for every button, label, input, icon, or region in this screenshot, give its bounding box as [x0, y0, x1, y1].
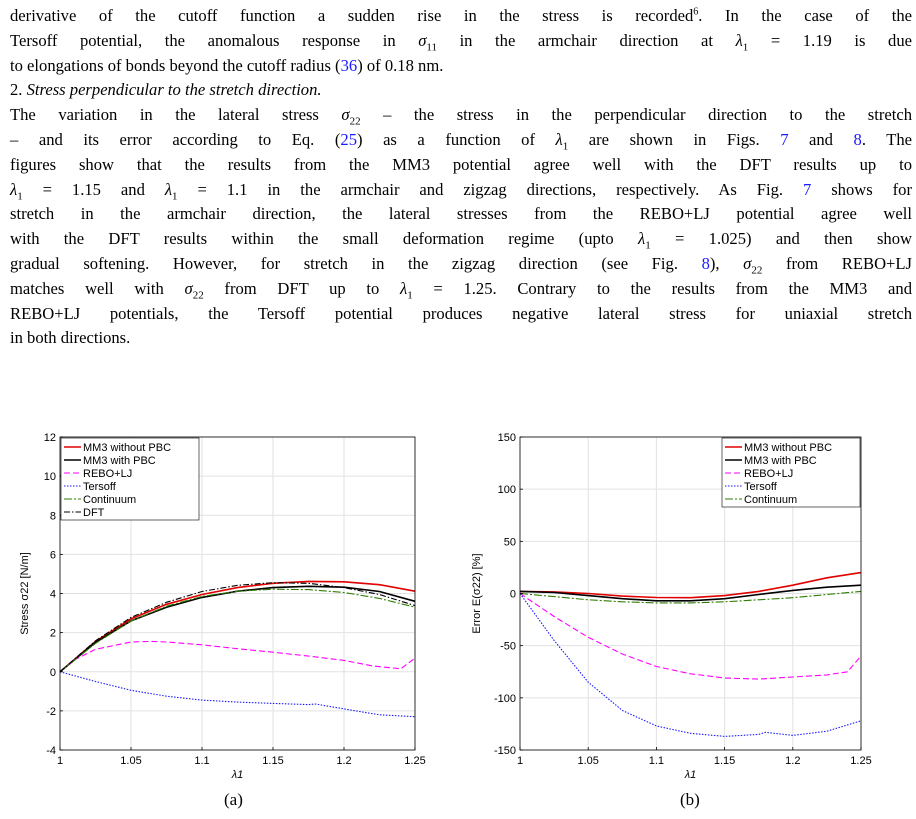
- y-tick-label: 50: [504, 536, 516, 548]
- text-line: figures show that the results from the M…: [10, 154, 912, 174]
- x-tick-label: 1.15: [262, 755, 283, 767]
- legend-label: MM3 with PBC: [744, 455, 817, 467]
- legend-label: REBO+LJ: [83, 468, 132, 480]
- legend-label: REBO+LJ: [744, 468, 793, 480]
- y-tick-label: -4: [46, 745, 56, 757]
- text-line: REBO+LJ potentials, the Tersoff potentia…: [10, 303, 912, 323]
- y-tick-label: 2: [50, 628, 56, 640]
- y-tick-label: 100: [498, 484, 516, 496]
- body-text: derivative of the cutoff function a sudd…: [10, 4, 912, 351]
- text-line: The variation in the lateral stress σ22 …: [10, 105, 913, 128]
- legend-label: MM3 without PBC: [744, 442, 832, 454]
- y-tick-label: 0: [510, 589, 516, 601]
- series-line-continuum: [59, 588, 416, 673]
- x-tick-label: 1.05: [120, 755, 141, 767]
- x-tick-label: 1.25: [404, 755, 425, 767]
- text-line: λ1 = 1.15 and λ1 = 1.1 in the armchair a…: [10, 179, 912, 202]
- text-line: 2. Stress perpendicular to the stretch d…: [10, 80, 322, 100]
- y-tick-label: 10: [44, 471, 56, 483]
- y-tick-label: 0: [50, 667, 56, 679]
- legend-label: MM3 with PBC: [83, 455, 156, 467]
- series-line-rebo-lj: [519, 593, 862, 680]
- text-line: stretch in the armchair direction, the l…: [10, 204, 912, 224]
- legend-label: DFT: [83, 507, 105, 519]
- series-line-continuum: [519, 590, 862, 604]
- series-line-mm3-with-pbc: [519, 584, 862, 602]
- text-line: – and its error according to Eq. (25) as…: [10, 129, 913, 153]
- y-tick-label: 6: [50, 549, 56, 561]
- y-axis-label: Stress σ22 [N/m]: [19, 552, 31, 635]
- paragraph: The variation in the lateral stress σ22 …: [10, 103, 912, 351]
- text-line: in both directions.: [10, 328, 131, 348]
- series-line-mm3-without-pbc: [519, 571, 862, 599]
- legend-label: Continuum: [83, 494, 136, 506]
- legend-label: MM3 without PBC: [83, 442, 171, 454]
- text-line: with the DFT results within the small de…: [10, 229, 912, 252]
- legend-label: Continuum: [744, 494, 797, 506]
- y-tick-label: -2: [46, 706, 56, 718]
- paragraph: derivative of the cutoff function a sudd…: [10, 4, 912, 78]
- x-tick-label: 1.1: [194, 755, 209, 767]
- x-axis-label: λ1: [684, 769, 697, 781]
- text-line: to elongations of bonds beyond the cutof…: [10, 55, 444, 75]
- series-line-tersoff: [519, 593, 862, 737]
- y-tick-label: -50: [500, 641, 516, 653]
- x-tick-label: 1: [517, 755, 523, 767]
- text-line: Tersoff potential, the anomalous respons…: [10, 30, 912, 54]
- legend-box: [60, 437, 200, 521]
- legend-label: Tersoff: [744, 481, 778, 493]
- y-tick-label: 8: [50, 510, 56, 522]
- x-tick-label: 1.2: [785, 755, 800, 767]
- x-tick-label: 1.15: [714, 755, 735, 767]
- paragraph: 2. Stress perpendicular to the stretch d…: [10, 78, 912, 103]
- y-tick-label: 12: [44, 432, 56, 444]
- text-line: gradual softening. However, for stretch …: [10, 253, 913, 277]
- x-axis-label: λ1: [231, 769, 244, 781]
- legend-box: [721, 437, 861, 508]
- y-tick-label: -100: [494, 693, 516, 705]
- x-tick-label: 1.2: [336, 755, 351, 767]
- y-axis-label: Error E(σ22) [%]: [471, 553, 483, 633]
- series-line-dft: [59, 582, 416, 673]
- figure-a-stress-chart: 1 1.05 1.1 1.15 1.2 1.25 -4 -2 0 2 4 6 8 10 12 λ1 Stress…: [19, 432, 426, 781]
- caption-a: (a): [224, 790, 243, 809]
- caption-b: (b): [680, 790, 700, 809]
- text-line: derivative of the cutoff function a sudd…: [10, 6, 912, 25]
- legend-label: Tersoff: [83, 481, 117, 493]
- series-line-tersoff: [59, 671, 416, 718]
- series-line-rebo-lj: [59, 640, 416, 673]
- x-tick-label: 1: [57, 755, 63, 767]
- text-line: matches well with σ22 from DFT up to λ1 …: [10, 278, 912, 302]
- y-tick-label: 4: [50, 589, 56, 601]
- y-tick-label: -150: [494, 745, 516, 757]
- x-tick-label: 1.1: [649, 755, 664, 767]
- x-tick-label: 1.05: [577, 755, 598, 767]
- y-tick-label: 150: [498, 432, 516, 444]
- x-tick-label: 1.25: [850, 755, 871, 767]
- series-line-mm3-without-pbc: [59, 580, 416, 673]
- figure-b-error-chart: 1 1.05 1.1 1.15 1.2 1.25 -150 -100 -50 0 50 100 150 λ…: [471, 432, 872, 781]
